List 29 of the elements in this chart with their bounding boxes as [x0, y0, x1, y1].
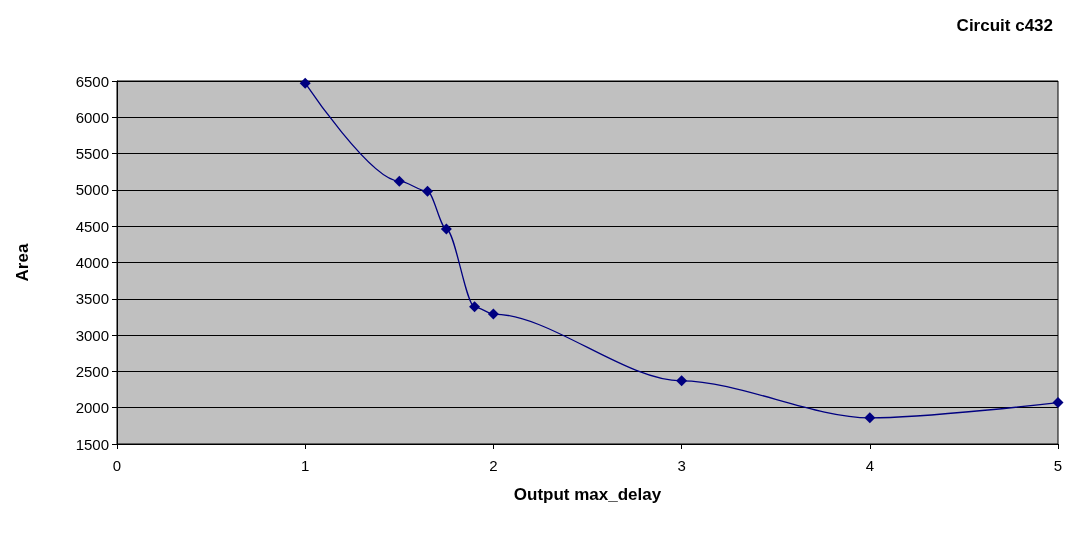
y-tick-label: 3500 [75, 290, 109, 308]
point [440, 223, 452, 235]
y-tick-label: 5000 [75, 181, 109, 199]
point [1052, 397, 1064, 409]
x-tick-label: 0 [112, 457, 122, 474]
x-tick-label: 2 [489, 457, 498, 474]
x-tick-label: 1 [301, 457, 310, 474]
point [393, 175, 405, 187]
y-tick-label: 1500 [75, 435, 109, 453]
y-axis-title: Area [13, 243, 32, 282]
y-tick-label: 6000 [75, 108, 109, 126]
y-tick-label: 2000 [75, 399, 109, 417]
x-tick-label: 4 [865, 457, 874, 474]
y-tick-label: 4500 [75, 217, 109, 235]
point [469, 301, 481, 313]
x-axis-title: Output max_delay [513, 485, 662, 504]
point [422, 185, 434, 197]
point [487, 308, 499, 320]
point [676, 375, 688, 387]
y-tick-label: 6500 [75, 72, 109, 90]
x-tick-label: 5 [1053, 457, 1063, 474]
point [864, 412, 876, 424]
x-tick-label: 3 [677, 457, 686, 474]
y-tick-label: 4000 [75, 254, 109, 271]
chart-title: Circuit c432 [956, 16, 1054, 35]
y-tick-label: 2500 [75, 362, 109, 380]
y-tick-label: 5500 [75, 145, 109, 163]
point [299, 77, 311, 89]
y-tick-label: 3000 [75, 326, 109, 344]
